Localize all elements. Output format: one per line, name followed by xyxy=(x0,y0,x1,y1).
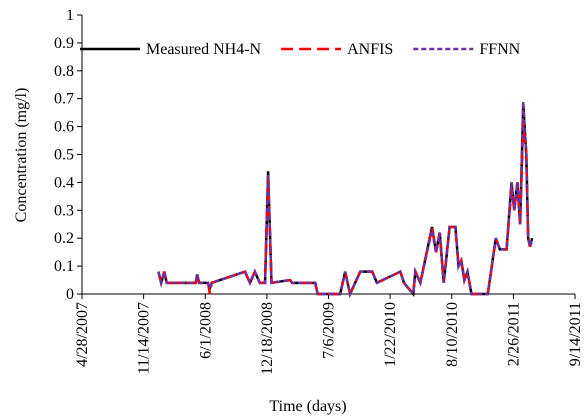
legend-label: ANFIS xyxy=(347,41,393,58)
y-tick-label: 0.9 xyxy=(54,35,74,52)
series-line xyxy=(157,120,534,298)
x-tick-label: 6/1/2008 xyxy=(197,302,214,359)
y-tick-label: 0.5 xyxy=(54,147,74,164)
y-tick-label: 0.7 xyxy=(54,91,74,108)
x-tick-label: 2/26/2011 xyxy=(505,302,522,366)
x-tick-label: 12/18/2008 xyxy=(259,302,276,375)
y-tick-label: 1 xyxy=(66,7,74,24)
x-tick-label: 7/6/2009 xyxy=(321,302,338,359)
x-tick-label: 1/22/2010 xyxy=(382,302,399,367)
y-tick-label: 0.3 xyxy=(54,202,74,219)
x-tick-label: 9/14/2011 xyxy=(567,302,584,366)
series-line xyxy=(157,104,534,298)
x-tick-label: 4/28/2007 xyxy=(74,302,91,367)
legend-label: FFNN xyxy=(479,41,520,58)
x-axis-label: Time (days) xyxy=(269,398,346,415)
y-tick-label: 0.1 xyxy=(54,258,74,275)
legend-label: Measured NH4-N xyxy=(146,41,262,58)
y-tick-label: 0 xyxy=(66,286,74,303)
y-tick-label: 0.4 xyxy=(54,174,74,191)
x-tick-label: 8/10/2010 xyxy=(444,302,461,367)
x-tick-label: 11/14/2007 xyxy=(136,302,153,374)
y-tick-label: 0.6 xyxy=(54,119,74,136)
y-axis-label: Concentration (mg/l) xyxy=(13,88,30,223)
y-tick-label: 0.2 xyxy=(54,230,74,247)
y-tick-label: 0.8 xyxy=(54,63,74,80)
series-line xyxy=(157,101,534,298)
